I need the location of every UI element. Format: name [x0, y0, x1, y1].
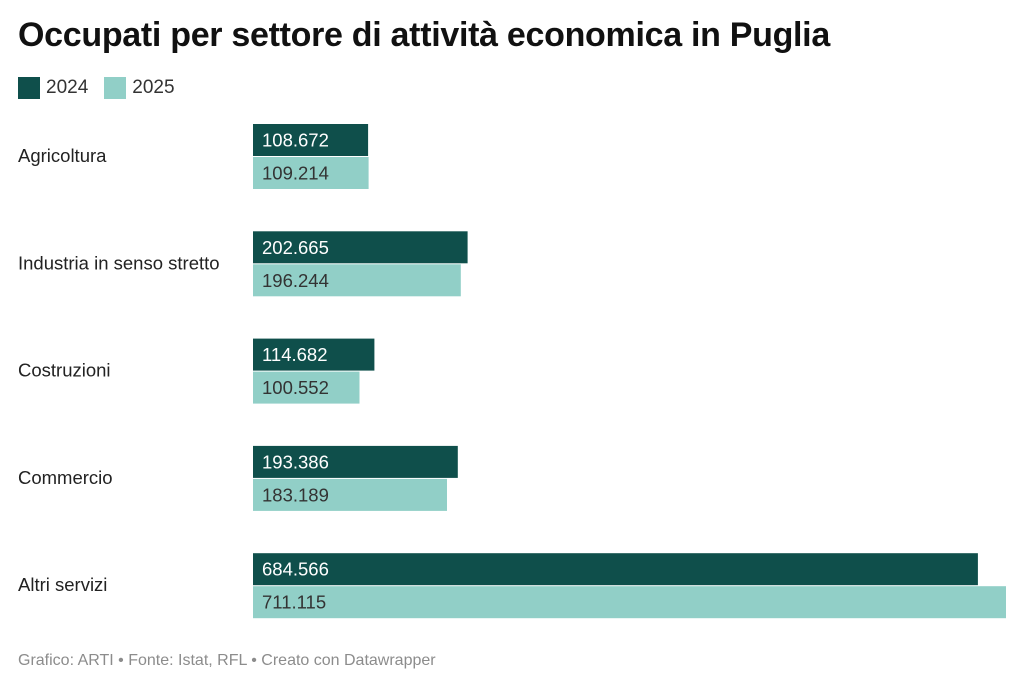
bar-value-label-agricoltura-2025: 109.214 [262, 163, 329, 184]
chart-title: Occupati per settore di attività economi… [18, 16, 830, 54]
bar-value-label-costruzioni-2025: 100.552 [262, 377, 329, 398]
bar-value-label-commercio-2025: 183.189 [262, 484, 329, 505]
category-label-costruzioni: Costruzioni [18, 360, 111, 381]
legend-swatch-2024 [18, 77, 40, 99]
bar-costruzioni-2025 [253, 371, 360, 404]
legend-label-2024: 2024 [46, 77, 89, 98]
legend-label-2025: 2025 [132, 77, 175, 98]
category-label-industria-in-senso-stretto: Industria in senso stretto [18, 252, 220, 273]
chart-legend: 2024 2025 [18, 77, 191, 99]
bar-value-label-altri-servizi-2025: 711.115 [262, 592, 326, 613]
bar-value-label-altri-servizi-2024: 684.566 [262, 559, 329, 580]
category-label-altri-servizi: Altri servizi [18, 574, 107, 595]
legend-item-2025: 2025 [104, 77, 175, 99]
bar-value-label-agricoltura-2024: 108.672 [262, 130, 329, 151]
bar-chart: Agricoltura 108.672 109.214 Industria in se… [18, 124, 1006, 619]
bar-industria-in-senso-stretto-2025 [253, 264, 461, 297]
bar-altri-servizi-2025 [253, 586, 1006, 619]
legend-swatch-2025 [104, 77, 127, 99]
bar-value-label-industria-in-senso-stretto-2024: 202.665 [262, 237, 329, 258]
bar-agricoltura-2025 [253, 157, 369, 189]
bar-industria-in-senso-stretto-2024 [253, 231, 468, 264]
bar-value-label-costruzioni-2024: 114.682 [262, 344, 328, 365]
bar-value-label-industria-in-senso-stretto-2025: 196.244 [262, 270, 329, 291]
category-label-commercio: Commercio [18, 467, 113, 488]
category-label-agricoltura: Agricoltura [18, 145, 107, 166]
bar-altri-servizi-2024 [253, 553, 978, 586]
chart-footer: Grafico: ARTI • Fonte: Istat, RFL • Crea… [18, 652, 436, 669]
bar-commercio-2024 [253, 445, 458, 478]
bar-value-label-commercio-2024: 193.386 [262, 451, 329, 472]
bar-agricoltura-2024 [253, 124, 369, 156]
bar-commercio-2025 [253, 478, 447, 511]
legend-item-2024: 2024 [18, 77, 88, 99]
bar-costruzioni-2024 [253, 338, 375, 371]
